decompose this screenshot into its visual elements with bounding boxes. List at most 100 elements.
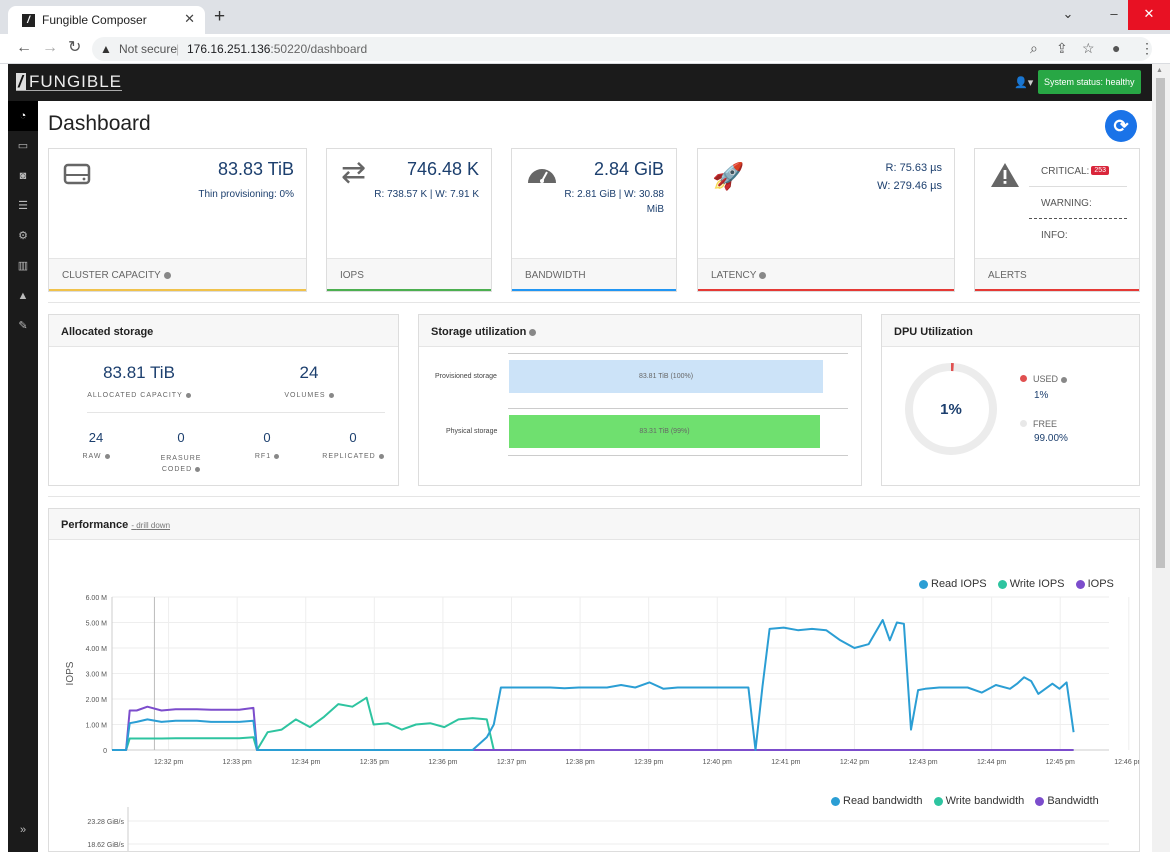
x-tick-label: 12:45 pm [1046, 759, 1075, 766]
provisioned-bar[interactable]: 83.81 TiB (100%) [509, 360, 823, 393]
chart-gridline [508, 408, 848, 409]
physical-bar[interactable]: 83.31 TiB (99%) [509, 415, 820, 448]
bandwidth-chart: 23.28 GiB/s 18.62 GiB/s [87, 807, 1109, 851]
address-bar[interactable]: ▲ Not secure | 176.16.251.136:50220/dash… [92, 37, 1152, 61]
sidebar-item-servers[interactable]: ☰ [18, 200, 28, 212]
legend-write-bandwidth[interactable]: Write bandwidth [945, 795, 1025, 807]
alert-info[interactable]: INFO: [1041, 230, 1068, 241]
user-menu-icon[interactable]: 👤▾ [1014, 77, 1034, 89]
allocated-capacity-label: ALLOCATED CAPACITY [69, 392, 209, 399]
info-icon[interactable] [529, 328, 537, 336]
sidebar-item-snapshots[interactable]: ◙ [19, 170, 27, 182]
reload-icon[interactable]: ↻ [68, 39, 82, 56]
info-icon[interactable] [163, 271, 171, 279]
volumes-label: VOLUMES [269, 392, 349, 399]
restore-icon[interactable] [1102, 0, 1130, 26]
url-host: 176.16.251.136 [187, 42, 271, 56]
minimize-icon[interactable]: – [1110, 6, 1118, 21]
bandwidth-card: 2.84 GiB R: 2.81 GiB | W: 30.88 MiB BANDW… [511, 148, 677, 292]
bookmark-star-icon[interactable]: ☆ [1082, 40, 1095, 56]
cluster-capacity-card: 83.83 TiB Thin provisioning: 0% CLUSTER … [48, 148, 307, 292]
new-tab-icon[interactable]: + [214, 6, 226, 27]
info-icon[interactable] [185, 392, 191, 398]
scroll-up-icon[interactable]: ▲ [1156, 67, 1163, 74]
legend-read-bandwidth[interactable]: Read bandwidth [843, 795, 923, 807]
sidebar-expand-icon[interactable]: » [19, 824, 27, 836]
profile-icon[interactable]: ● [1112, 40, 1121, 56]
info-icon[interactable] [328, 392, 334, 398]
performance-title: Performance [61, 519, 129, 531]
chart-gridline [508, 353, 848, 354]
x-tick-label: 12:46 pm [1114, 759, 1139, 766]
bw-tick-label: 18.62 GiB/s [87, 842, 124, 849]
allocated-capacity-value: 83.81 TiB [103, 363, 175, 382]
sidebar-item-alerts[interactable]: ▲ [17, 290, 29, 302]
info-icon[interactable] [759, 271, 767, 279]
latency-label: LATENCY [711, 270, 757, 281]
free-dot-icon [1020, 420, 1027, 427]
iops-legend: Read IOPS Write IOPS IOPS [911, 578, 1114, 590]
arrows-exchange-icon: ⇄ [341, 156, 367, 189]
rf1-label-text: RF1 [254, 453, 272, 460]
legend-iops[interactable]: IOPS [1087, 578, 1114, 590]
dpu-used-legend: USED [1020, 374, 1068, 384]
iops-breakdown: R: 738.57 K | W: 7.91 K [374, 189, 479, 200]
legend-write-iops[interactable]: Write IOPS [1009, 578, 1065, 590]
bandwidth-breakdown: R: 2.81 GiB | W: 30.88 MiB [564, 187, 664, 217]
close-tab-icon[interactable]: ✕ [184, 11, 195, 26]
hard-drive-icon [63, 163, 91, 185]
zoom-icon[interactable]: ⌕ [1030, 40, 1038, 56]
info-icon[interactable] [378, 453, 384, 459]
panel-title: Allocated storage [49, 315, 398, 347]
sidebar-item-tools[interactable]: ✎ [18, 320, 28, 332]
y-tick-label: 1.00 M [86, 723, 108, 730]
warning-icon: ▲ [100, 42, 112, 56]
alerts-card: CRITICAL: 253 WARNING: INFO: ALERTS [974, 148, 1140, 292]
card-label: BANDWIDTH [512, 258, 676, 291]
sidebar-item-settings[interactable]: ⚙ [18, 230, 28, 242]
erasure-label-2: CODED [151, 464, 211, 475]
cluster-capacity-label: CLUSTER CAPACITY [62, 270, 161, 281]
page-scrollbar[interactable]: ▲ [1152, 64, 1170, 852]
erasure-coded-label: ERASURE CODED [151, 453, 211, 475]
close-window-icon[interactable]: ✕ [1128, 0, 1170, 30]
bandwidth-breakdown-1: R: 2.81 GiB | W: 30.88 [564, 189, 664, 200]
erasure-label-2-text: CODED [161, 466, 193, 473]
drill-down-link[interactable]: - drill down [131, 521, 171, 530]
iops-chart: 6.00 M 5.00 M 4.00 M 3.00 M 2.00 M 1.00 M 0 12:… [65, 595, 1139, 766]
card-accent [698, 289, 954, 291]
legend-read-iops[interactable]: Read IOPS [931, 578, 987, 590]
bandwidth-breakdown-2: MiB [646, 204, 664, 215]
url-path: :50220/dashboard [270, 42, 368, 56]
forward-icon[interactable]: → [42, 39, 58, 56]
panel-title: Storage utilization [419, 315, 861, 347]
info-icon[interactable] [195, 466, 201, 472]
back-icon[interactable]: ← [16, 39, 32, 56]
iops-value: 746.48 K [406, 159, 479, 179]
info-icon[interactable] [1061, 376, 1068, 383]
info-icon[interactable] [104, 453, 110, 459]
logo-text: FUNGIBLE [29, 72, 123, 91]
refresh-button[interactable]: ⟳ [1105, 110, 1137, 142]
card-label: ALERTS [975, 258, 1139, 291]
sidebar-item-storage[interactable]: ▭ [17, 140, 29, 152]
browser-tab[interactable]: / Fungible Composer ✕ [8, 6, 205, 34]
y-tick-label: 6.00 M [86, 595, 108, 602]
share-icon[interactable]: ⇪ [1056, 40, 1068, 56]
fungible-favicon-icon: / [22, 14, 35, 27]
system-status-badge[interactable]: System status: healthy [1038, 70, 1141, 94]
scrollbar-thumb[interactable] [1156, 78, 1165, 568]
fungible-logo[interactable]: / FUNGIBLE [16, 72, 123, 91]
card-label: CLUSTER CAPACITY [49, 258, 306, 291]
sidebar-item-dashboard[interactable]: ◔ [8, 101, 38, 131]
legend-bandwidth[interactable]: Bandwidth [1047, 795, 1099, 807]
sidebar-item-analytics[interactable]: ▥ [17, 260, 29, 272]
latency-read: R: 75.63 µs [885, 162, 942, 174]
menu-kebab-icon[interactable]: ⋮ [1140, 40, 1154, 56]
tab-search-icon[interactable]: ⌄ [1062, 6, 1074, 21]
info-icon[interactable] [274, 453, 280, 459]
security-label: Not secure [119, 42, 178, 56]
alert-critical[interactable]: CRITICAL: 253 [1029, 155, 1127, 187]
alert-warning[interactable]: WARNING: [1029, 187, 1127, 219]
x-tick-label: 12:35 pm [360, 759, 389, 766]
